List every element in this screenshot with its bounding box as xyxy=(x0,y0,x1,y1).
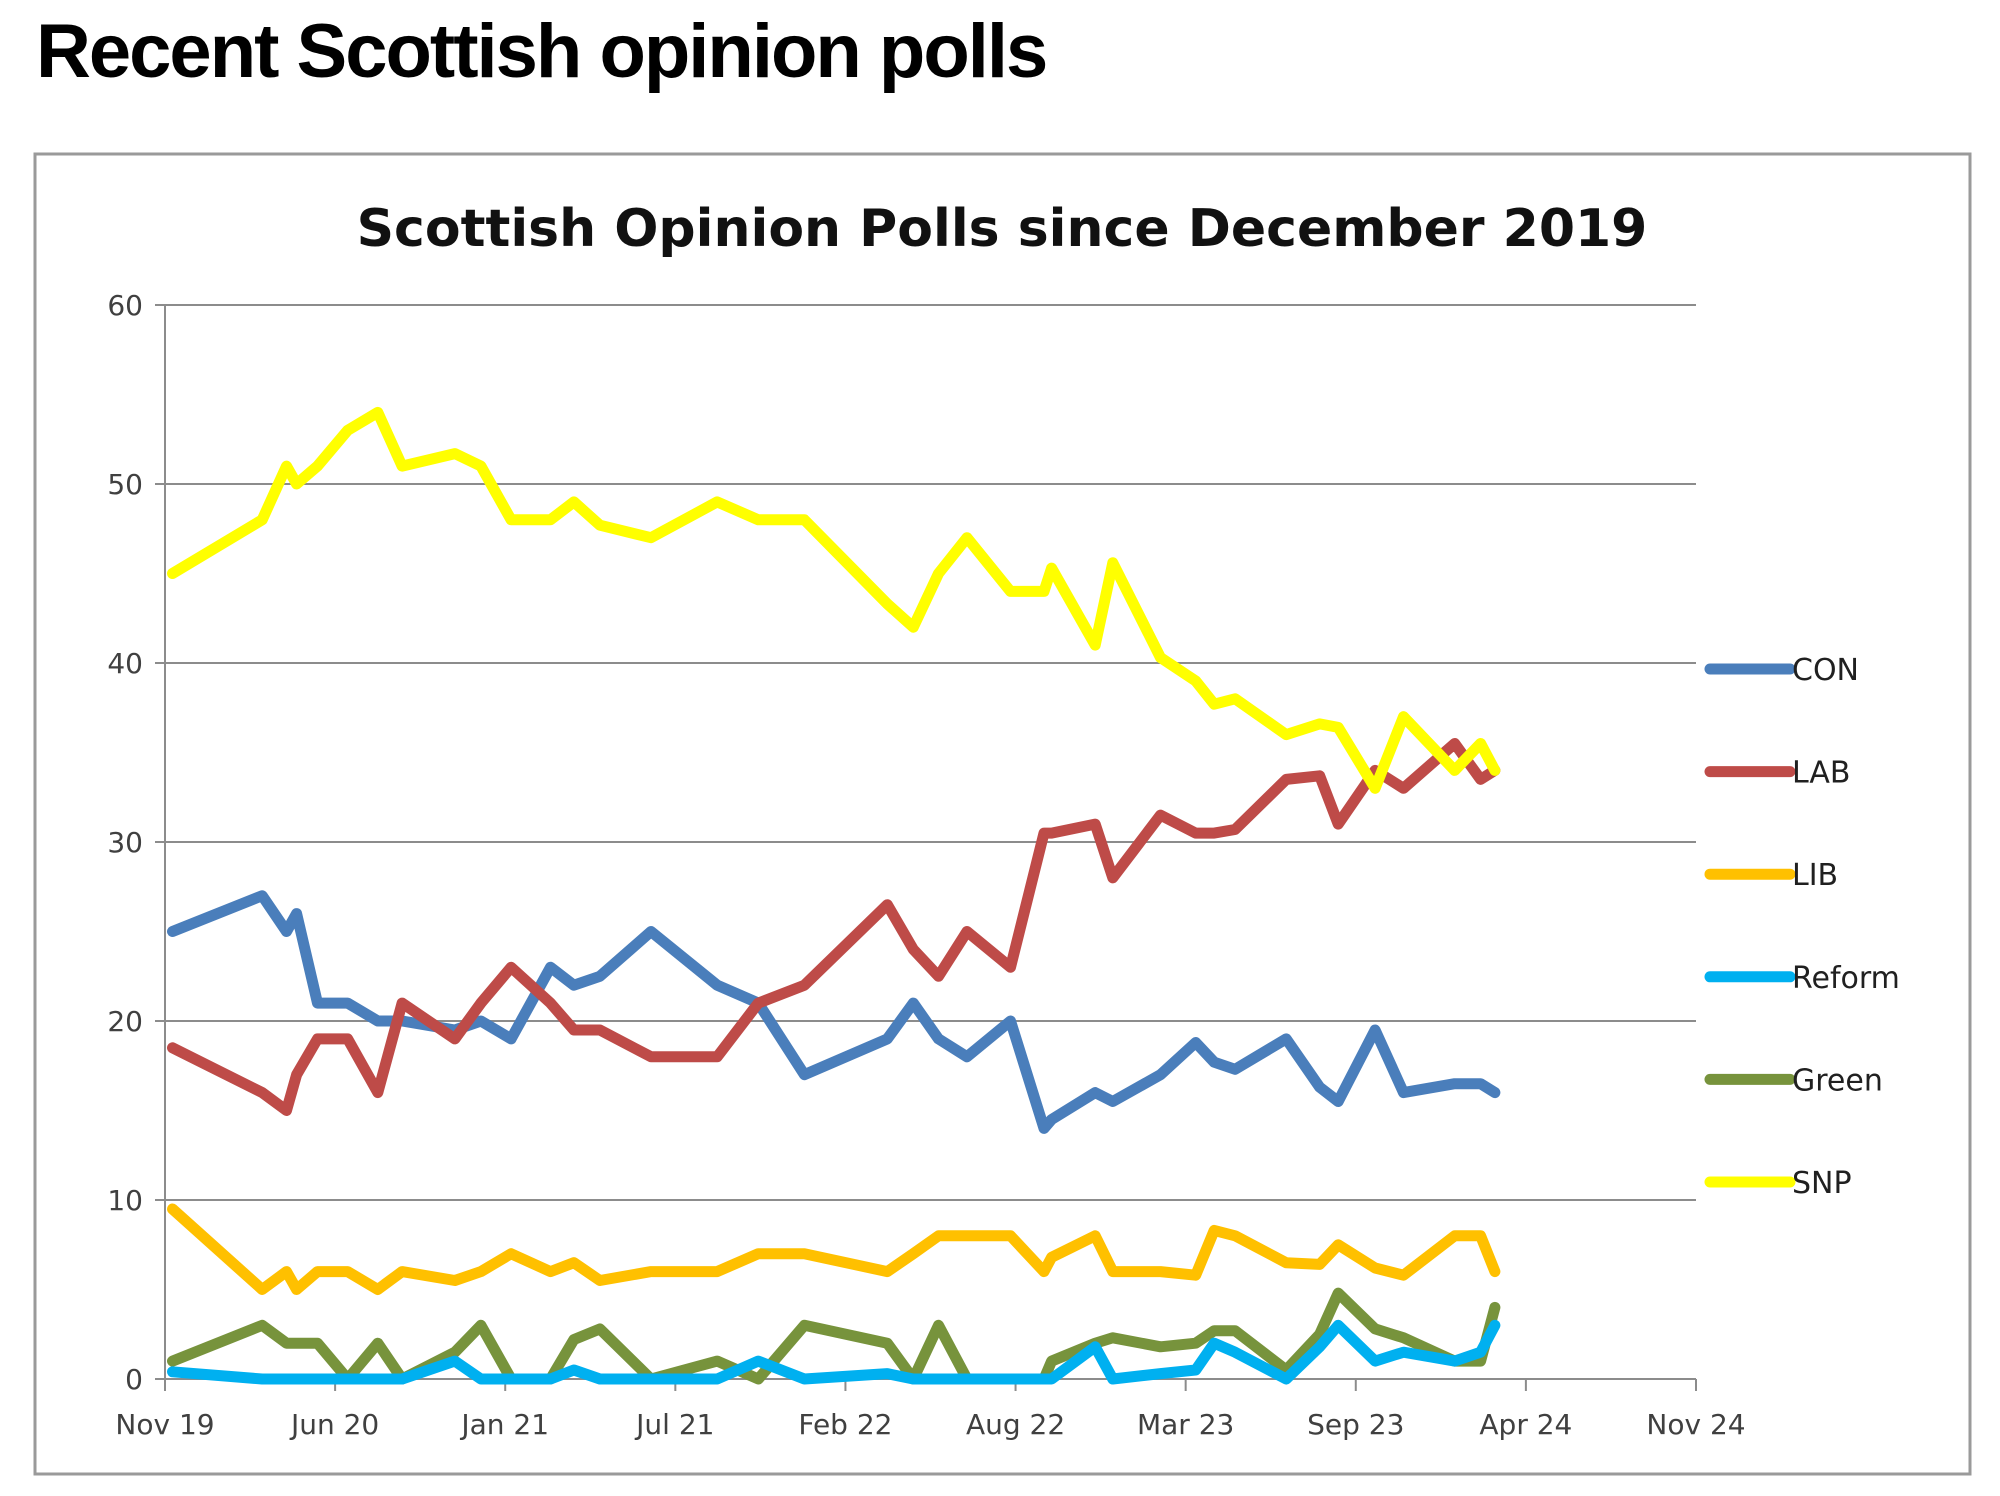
legend-label-lab: LAB xyxy=(1792,756,1851,791)
x-tick-label: Jan 21 xyxy=(459,1408,549,1441)
y-tick-label: 20 xyxy=(107,1005,143,1038)
x-tick-label: Nov 19 xyxy=(115,1408,214,1441)
y-tick-label: 50 xyxy=(107,468,143,501)
legend-label-lib: LIB xyxy=(1792,858,1838,893)
x-tick-label: Nov 24 xyxy=(1646,1408,1745,1441)
x-tick-label: Jun 20 xyxy=(289,1408,379,1441)
series-line-con xyxy=(167,890,1501,1134)
y-tick-label: 30 xyxy=(107,826,143,859)
legend-label-snp: SNP xyxy=(1792,1166,1852,1201)
x-tick-label: Mar 23 xyxy=(1137,1408,1234,1441)
chart-frame xyxy=(33,152,1972,1476)
y-tick-label: 60 xyxy=(107,289,143,322)
x-tick-label: Feb 22 xyxy=(798,1408,892,1441)
x-tick-label: Aug 22 xyxy=(966,1408,1065,1441)
y-tick-label: 0 xyxy=(125,1363,143,1396)
series-line-snp xyxy=(167,406,1501,794)
series-line-lib xyxy=(167,1203,1501,1295)
page-title: Recent Scottish opinion polls xyxy=(36,9,1048,94)
x-tick-label: Sep 23 xyxy=(1307,1408,1404,1441)
legend-label-con: CON xyxy=(1792,653,1859,688)
legend-label-reform: Reform xyxy=(1792,961,1900,996)
y-tick-label: 10 xyxy=(107,1184,143,1217)
chart-title: Scottish Opinion Polls since December 20… xyxy=(357,199,1648,259)
y-tick-label: 40 xyxy=(107,647,143,680)
series-line-reform xyxy=(167,1319,1501,1385)
x-tick-label: Jul 21 xyxy=(634,1408,714,1441)
legend-label-green: Green xyxy=(1792,1063,1883,1098)
x-tick-label: Apr 24 xyxy=(1479,1408,1572,1441)
series-line-lab xyxy=(167,738,1501,1116)
